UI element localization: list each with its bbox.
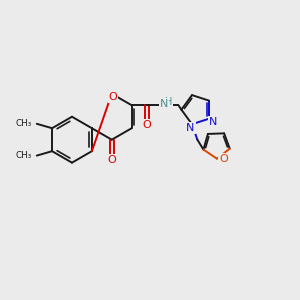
Text: O: O <box>219 154 228 164</box>
Text: CH₃: CH₃ <box>15 119 32 128</box>
Text: N: N <box>160 99 168 109</box>
Text: O: O <box>142 120 151 130</box>
Text: O: O <box>109 92 118 102</box>
Text: N: N <box>186 123 195 133</box>
Text: N: N <box>208 117 217 127</box>
Text: H: H <box>165 97 172 107</box>
Text: CH₃: CH₃ <box>15 151 32 160</box>
Text: O: O <box>107 155 116 165</box>
